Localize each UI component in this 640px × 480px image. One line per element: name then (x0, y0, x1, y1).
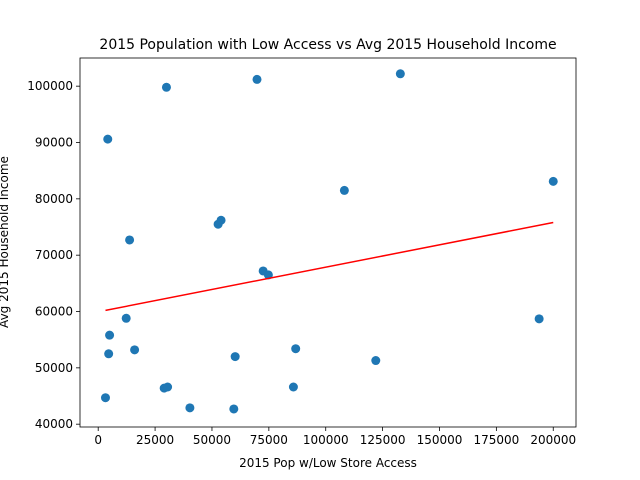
y-tick-label: 90000 (35, 136, 73, 150)
x-tick-label: 0 (94, 433, 102, 447)
data-point (288, 382, 298, 392)
data-point (216, 215, 226, 225)
data-point (104, 349, 114, 359)
y-tick-label: 100000 (27, 79, 73, 93)
y-axis: 40000 50000 60000 70000 80000 90000 100000 (27, 79, 80, 431)
chart-title: 2015 Population with Low Access vs Avg 2… (99, 37, 556, 53)
data-point (130, 345, 140, 355)
x-tick-label: 75000 (250, 433, 288, 447)
plot-area: 0 25000 50000 75000 100000 125000 150000 175000… (27, 57, 577, 447)
data-point (291, 344, 301, 354)
y-tick-label: 40000 (35, 417, 73, 431)
x-tick-label: 100000 (303, 433, 349, 447)
x-tick-label: 25000 (136, 433, 174, 447)
data-point (395, 69, 405, 79)
trendline (105, 221, 554, 312)
data-point (548, 176, 558, 186)
data-point (339, 185, 349, 195)
y-tick-label: 60000 (35, 305, 73, 319)
data-point (371, 356, 381, 366)
data-point (103, 134, 113, 144)
x-tick-label: 150000 (417, 433, 463, 447)
x-tick-label: 125000 (360, 433, 406, 447)
data-point (534, 314, 544, 324)
data-point (125, 235, 135, 245)
y-tick-label: 80000 (35, 192, 73, 206)
x-tick-label: 200000 (530, 433, 576, 447)
data-point (161, 82, 171, 92)
data-point (185, 403, 195, 413)
data-point (105, 330, 115, 340)
data-point (230, 352, 240, 362)
x-axis: 0 25000 50000 75000 100000 125000 150000 175000… (94, 427, 576, 447)
data-point (100, 393, 110, 403)
x-tick-label: 175000 (473, 433, 519, 447)
scatter-points (100, 69, 558, 414)
data-point (252, 74, 262, 84)
data-point (229, 404, 239, 414)
data-point (163, 382, 173, 392)
data-point (121, 313, 131, 323)
x-tick-label: 50000 (193, 433, 231, 447)
trendline-group (105, 221, 554, 312)
y-tick-label: 50000 (35, 361, 73, 375)
data-point (263, 270, 273, 280)
y-axis-label: Avg 2015 Household Income (0, 156, 11, 328)
x-axis-label: 2015 Pop w/Low Store Access (239, 456, 417, 470)
y-tick-label: 70000 (35, 248, 73, 262)
plot-frame (79, 57, 577, 428)
